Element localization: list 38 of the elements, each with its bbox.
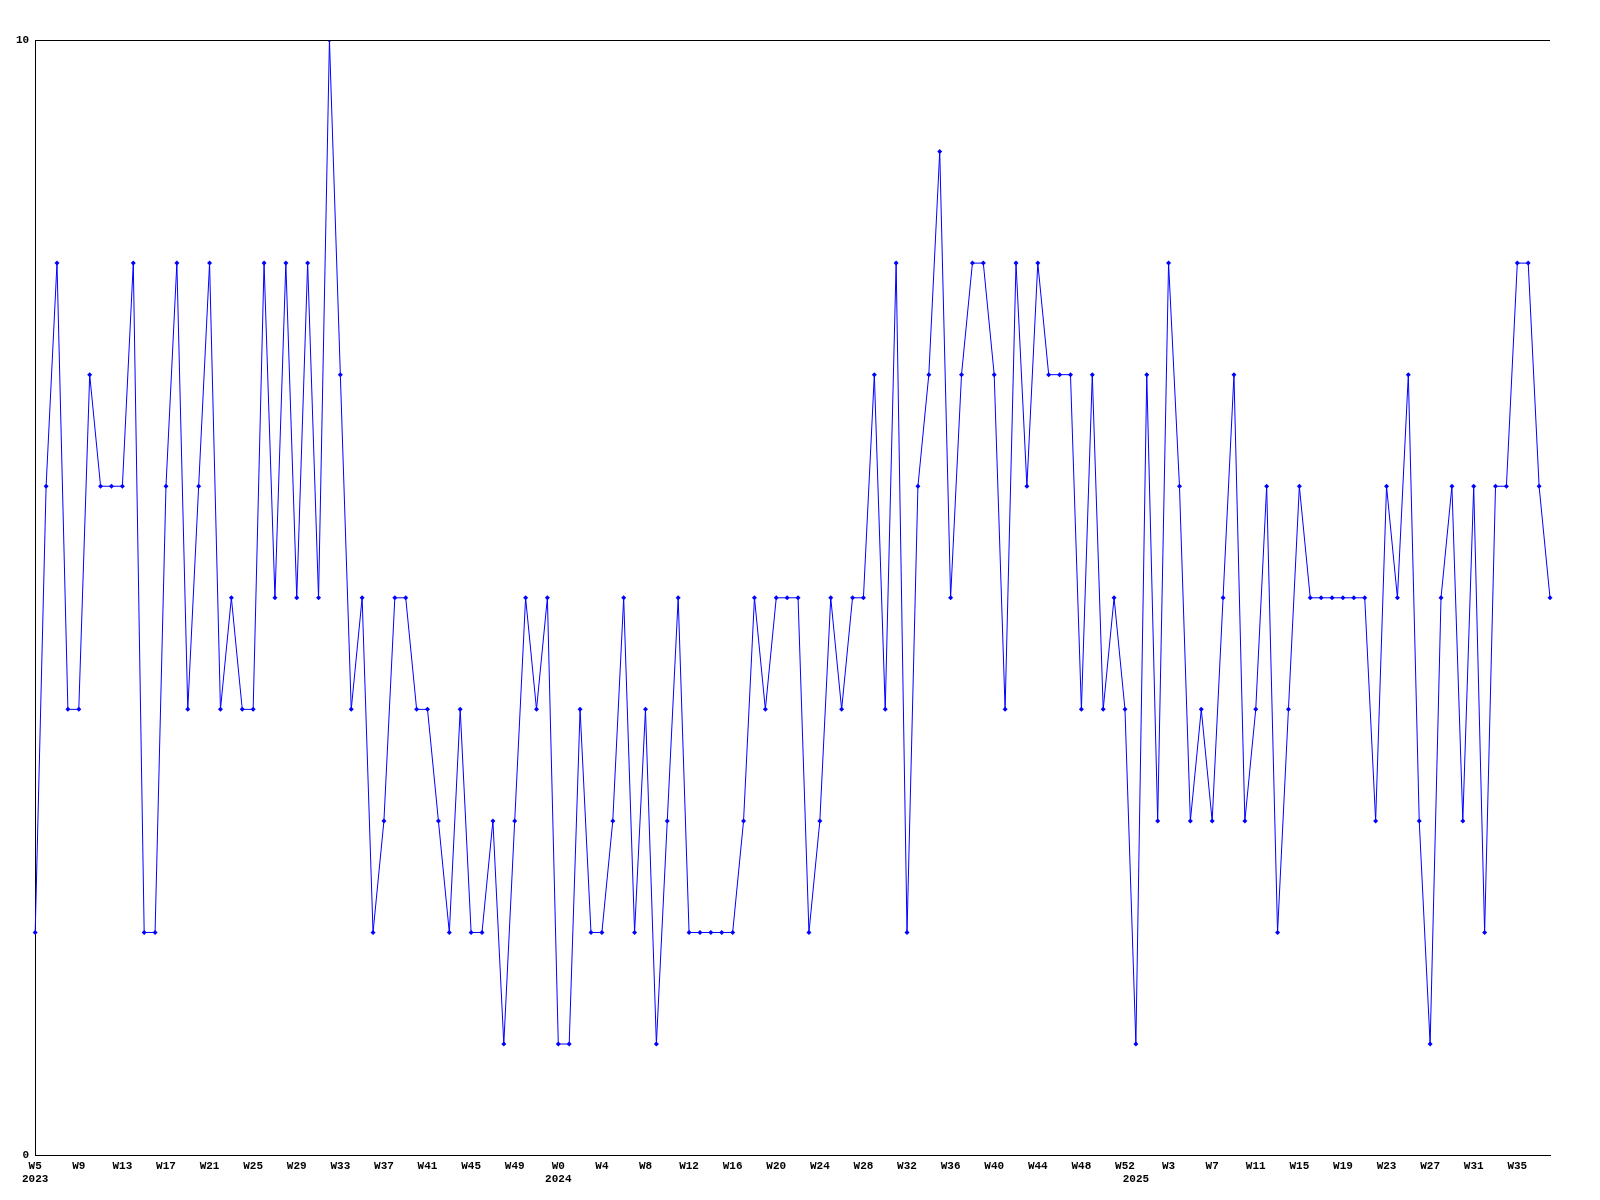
x-tick-label: W4 bbox=[595, 1159, 609, 1172]
x-tick-label: W9 bbox=[72, 1159, 86, 1172]
x-tick-label: W41 bbox=[417, 1159, 438, 1172]
x-tick-label: W25 bbox=[243, 1159, 264, 1172]
x-tick-label: W44 bbox=[1027, 1159, 1049, 1172]
x-tick-label: W16 bbox=[722, 1159, 743, 1172]
x-tick-label: W31 bbox=[1463, 1159, 1485, 1172]
x-tick-label: W12 bbox=[679, 1159, 699, 1172]
x-tick-label: W15 bbox=[1289, 1159, 1310, 1172]
x-tick-label: W48 bbox=[1071, 1159, 1092, 1172]
x-tick-label: W45 bbox=[461, 1159, 482, 1172]
x-tick-label: W19 bbox=[1333, 1159, 1353, 1172]
x-tick-label: W40 bbox=[984, 1159, 1005, 1172]
x-tick-label: W13 bbox=[112, 1159, 133, 1172]
x-tick-label: W49 bbox=[504, 1159, 525, 1172]
x-tick-label: W8 bbox=[638, 1159, 653, 1172]
x-tick-label: W29 bbox=[286, 1159, 307, 1172]
x-tick-label: W33 bbox=[330, 1159, 351, 1172]
x-tick-label: W5 2023 bbox=[22, 1159, 49, 1186]
x-tick-label: 2025 bbox=[1122, 1173, 1150, 1186]
x-tick-label: W24 bbox=[809, 1159, 831, 1172]
x-tick-label: W35 bbox=[1507, 1159, 1528, 1172]
x-tick-label: W23 bbox=[1376, 1159, 1397, 1172]
x-tick-label: W11 bbox=[1245, 1159, 1267, 1172]
x-tick-label: W0 2024 bbox=[545, 1159, 572, 1186]
x-tick-label: W52 bbox=[1115, 1159, 1135, 1172]
x-tick-label: W20 bbox=[766, 1159, 787, 1172]
x-tick-label: W37 bbox=[374, 1159, 394, 1172]
x-tick-label: W21 bbox=[199, 1159, 220, 1172]
y-tick-label: 0 bbox=[22, 1149, 30, 1162]
x-tick-label: W28 bbox=[853, 1159, 874, 1172]
x-tick-label: W3 bbox=[1161, 1159, 1176, 1172]
x-tick-label: W17 bbox=[156, 1159, 176, 1172]
x-tick-label: W32 bbox=[897, 1159, 917, 1172]
x-tick-label: W27 bbox=[1420, 1159, 1441, 1172]
x-tick-label: W36 bbox=[940, 1159, 961, 1172]
x-tick-label: W7 bbox=[1205, 1159, 1219, 1172]
y-tick-label: 10 bbox=[16, 33, 30, 46]
